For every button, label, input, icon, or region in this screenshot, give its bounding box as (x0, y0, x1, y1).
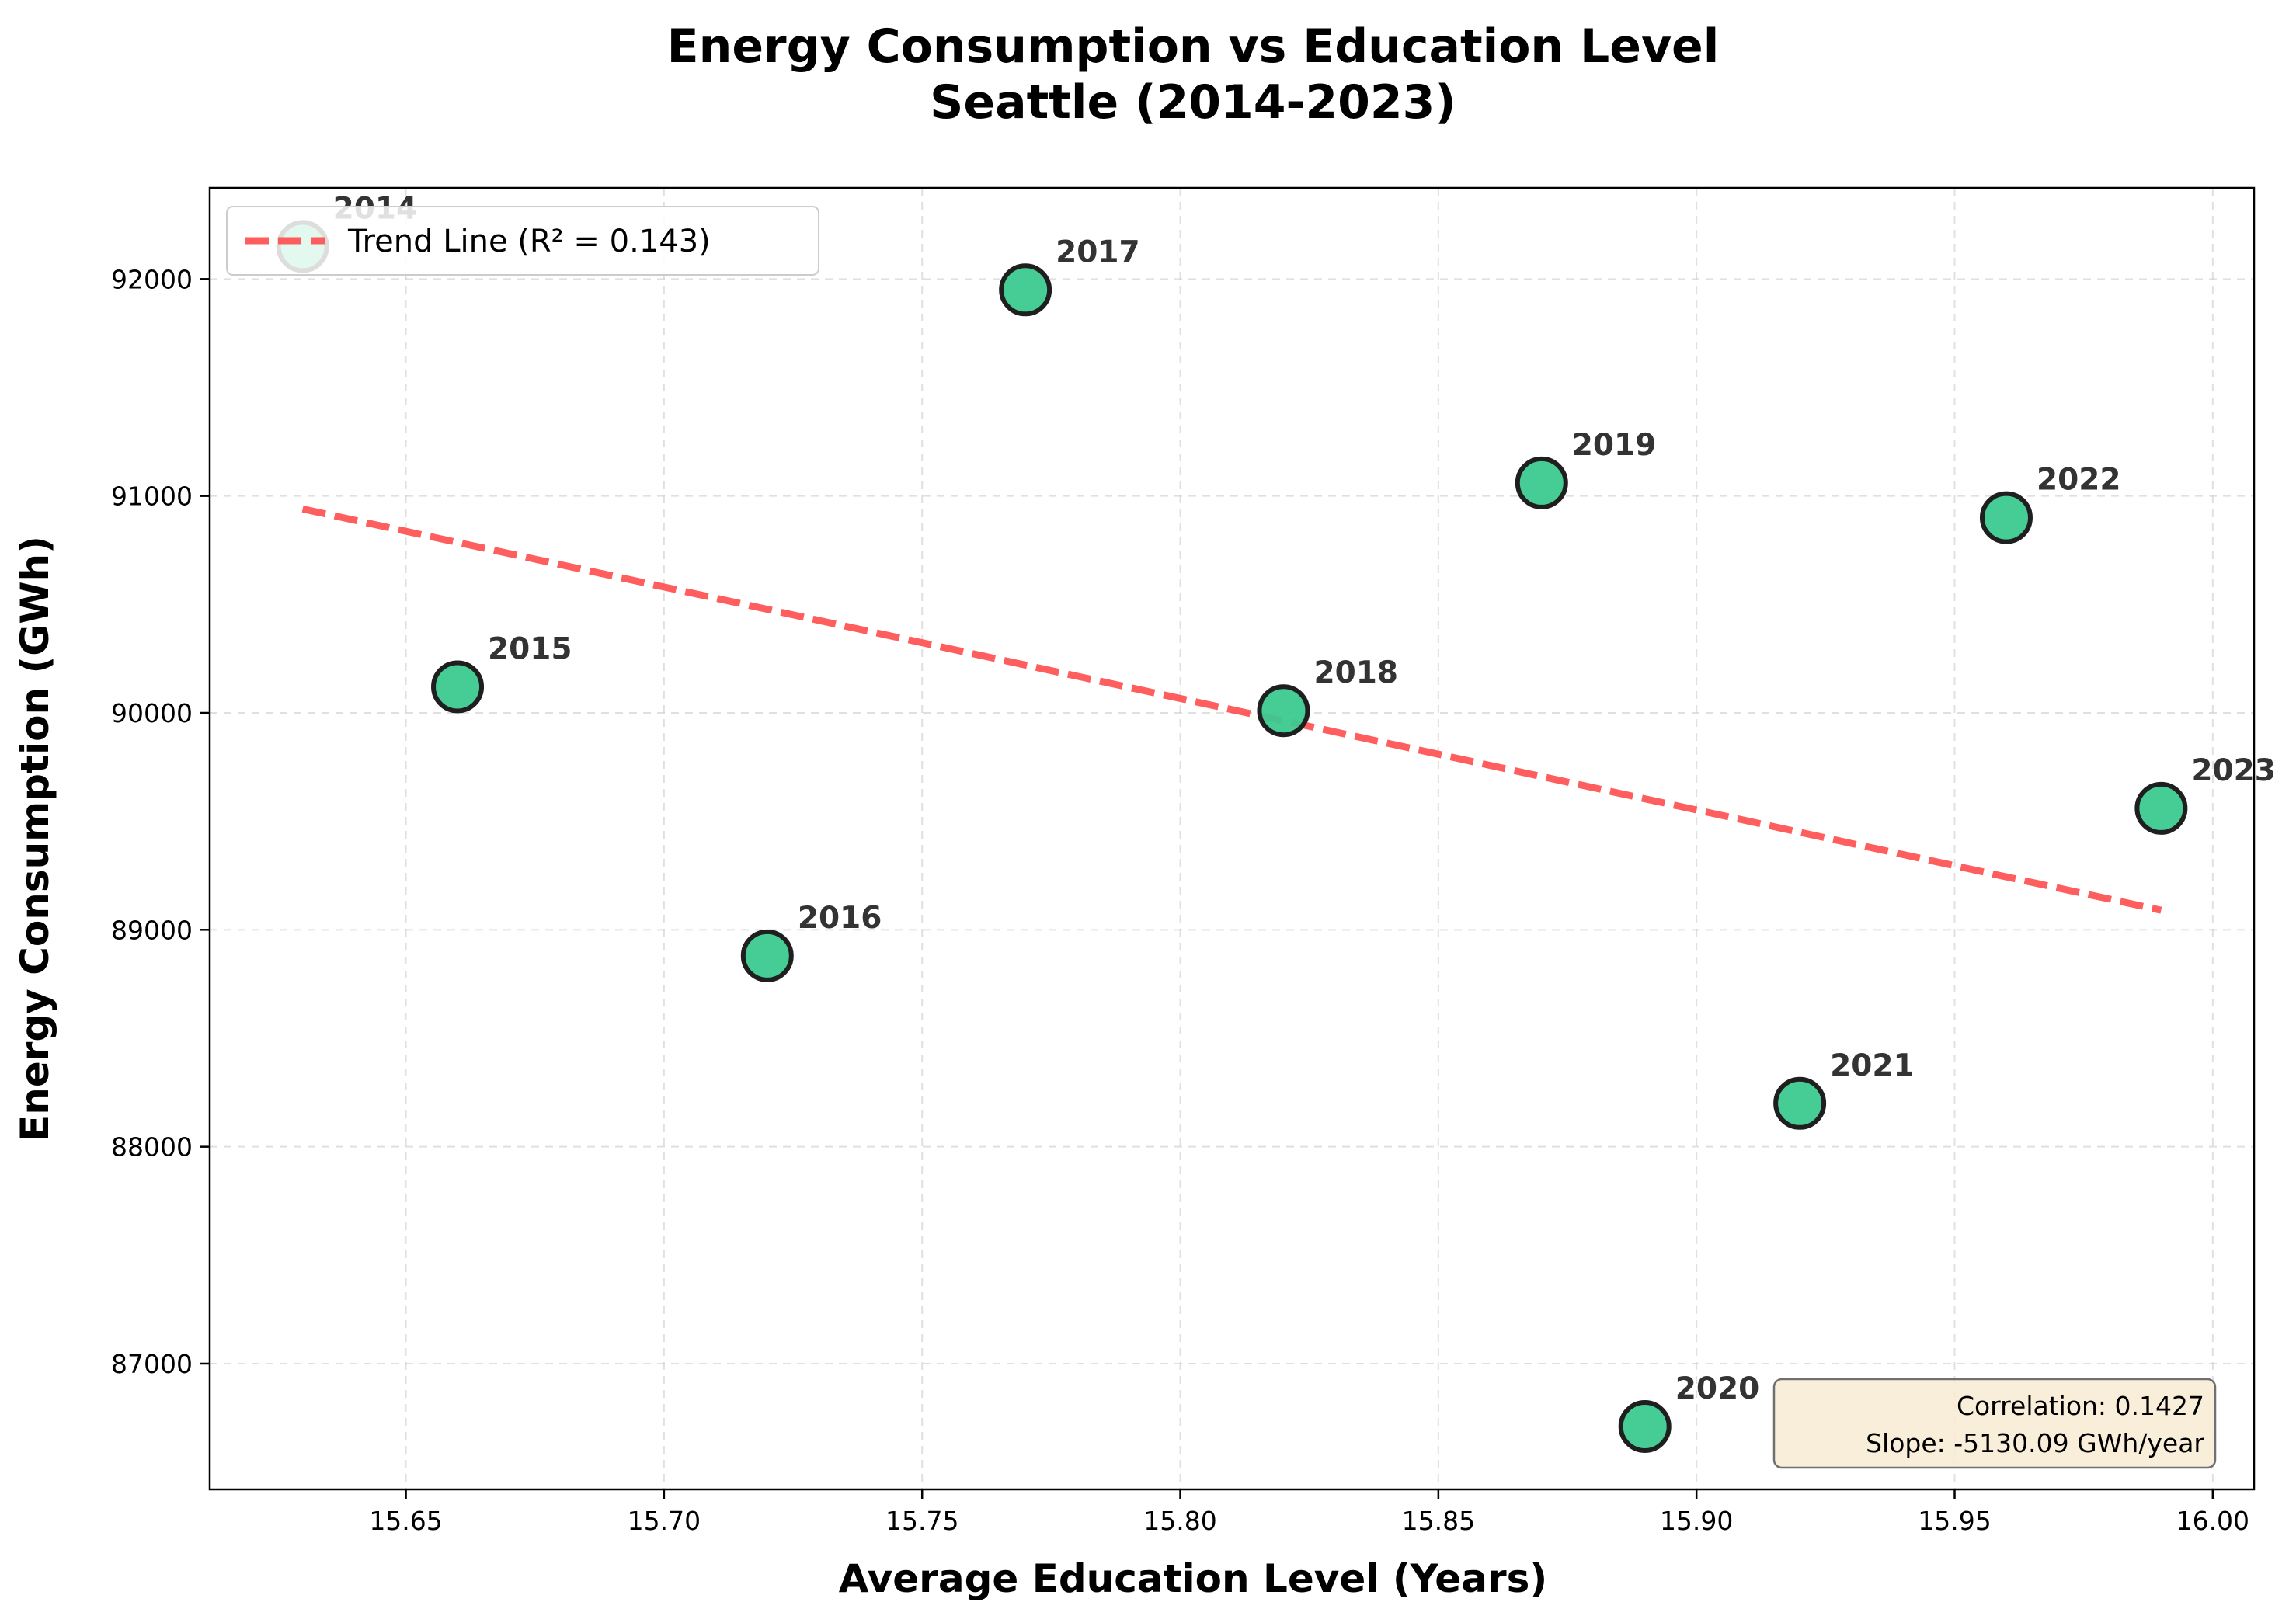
data-point (2134, 781, 2188, 835)
chart-title-line1: Energy Consumption vs Education Level (667, 19, 1720, 74)
x-tick-label: 16.00 (2176, 1506, 2249, 1536)
data-point (1515, 456, 1568, 509)
data-point-label: 2023 (2191, 753, 2276, 788)
data-point-label: 2017 (1056, 235, 1140, 269)
stats-correlation: Correlation: 0.1427 (1957, 1391, 2204, 1421)
axis-ticks: 15.65 15.70 15.75 15.80 15.85 15.90 15.95 16.00… (111, 264, 2249, 1536)
x-tick-label: 15.90 (1660, 1506, 1733, 1536)
y-tick-label: 90000 (111, 698, 193, 728)
data-point (431, 660, 485, 714)
data-point-label: 2016 (798, 901, 882, 936)
legend-box (226, 206, 819, 276)
x-tick-label: 15.70 (628, 1506, 701, 1536)
x-tick-label: 15.95 (1918, 1506, 1991, 1536)
grid-lines (210, 188, 2254, 1489)
stats-box: Correlation: 0.1427 Slope: -5130.09 GWh/… (1772, 1378, 2217, 1469)
x-axis-label: Average Education Level (Years) (839, 1556, 1547, 1601)
data-point (1773, 1076, 1827, 1130)
x-tick-label: 15.80 (1143, 1506, 1216, 1536)
data-point-label: 2020 (1675, 1371, 1760, 1406)
data-point (1979, 491, 2033, 544)
y-tick-label: 87000 (111, 1349, 193, 1379)
trend-line-layer (301, 506, 2162, 914)
data-point (1257, 684, 1310, 738)
data-point (999, 263, 1052, 317)
legend: Trend Line (R² = 0.143) (226, 206, 819, 276)
chart-title-line2: Seattle (2014-2023) (930, 75, 1456, 130)
data-point (1618, 1399, 1672, 1453)
y-tick-label: 88000 (111, 1132, 193, 1162)
stats-box-background (1772, 1378, 2217, 1469)
y-tick-label: 92000 (111, 264, 193, 294)
trend-line (301, 506, 2162, 914)
y-axis-label: Energy Consumption (GWh) (12, 536, 57, 1142)
data-point-label: 2021 (1830, 1048, 1915, 1083)
x-tick-label: 15.75 (885, 1506, 958, 1536)
stats-slope: Slope: -5130.09 GWh/year (1866, 1428, 2204, 1458)
data-point-label: 2019 (1572, 428, 1657, 463)
x-tick-label: 15.85 (1402, 1506, 1475, 1536)
plot-frame (208, 186, 2256, 1491)
data-point-label: 2022 (2037, 463, 2121, 498)
y-tick-label: 89000 (111, 915, 193, 945)
data-point (740, 929, 794, 982)
y-tick-label: 91000 (111, 481, 193, 512)
data-point-label: 2018 (1313, 655, 1398, 690)
legend-trend-label: Trend Line (R² = 0.143) (347, 224, 711, 259)
x-tick-label: 15.65 (369, 1506, 442, 1536)
data-point-label: 2015 (488, 631, 572, 666)
